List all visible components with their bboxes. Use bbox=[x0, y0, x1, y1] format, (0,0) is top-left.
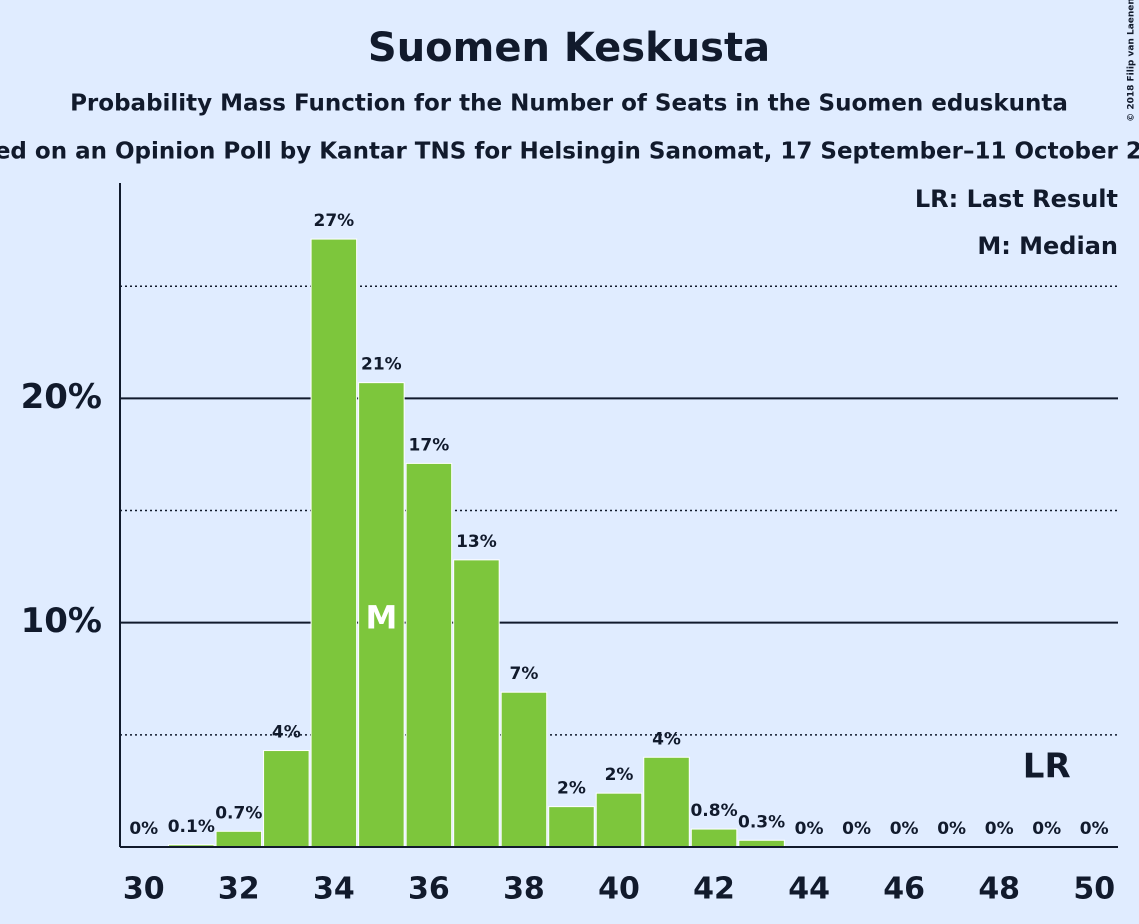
x-tick-label: 40 bbox=[598, 872, 640, 907]
bar bbox=[738, 839, 785, 848]
bar bbox=[690, 828, 738, 848]
x-tick-label: 50 bbox=[1073, 872, 1115, 907]
last-result-marker: LR bbox=[1023, 747, 1071, 787]
chart-subtitle: Based on an Opinion Poll by Kantar TNS f… bbox=[0, 139, 1139, 165]
legend-entry: M: Median bbox=[977, 232, 1118, 260]
data-label: 4% bbox=[652, 729, 681, 749]
data-label: 0.7% bbox=[215, 803, 262, 823]
bar bbox=[405, 462, 453, 848]
y-tick-label: 10% bbox=[21, 601, 102, 641]
x-tick-label: 44 bbox=[788, 872, 830, 907]
bar bbox=[548, 806, 595, 848]
data-label: 4% bbox=[272, 723, 301, 743]
chart-title: Suomen Keskusta bbox=[368, 25, 770, 71]
data-label: 0% bbox=[1080, 819, 1109, 839]
legend-entry: LR: Last Result bbox=[915, 185, 1118, 213]
x-tick-label: 42 bbox=[693, 872, 735, 907]
data-label: 21% bbox=[361, 355, 402, 375]
copyright: © 2018 Filip van Laenen bbox=[1127, 0, 1137, 122]
x-tick-label: 38 bbox=[503, 872, 545, 907]
x-tick-label: 36 bbox=[408, 872, 450, 907]
bar bbox=[310, 238, 358, 848]
data-label: 27% bbox=[314, 211, 355, 231]
x-tick-label: 46 bbox=[883, 872, 925, 907]
bar bbox=[453, 559, 500, 848]
data-label: 0.3% bbox=[738, 812, 785, 832]
data-label: 7% bbox=[510, 664, 539, 684]
data-label: 17% bbox=[409, 435, 450, 455]
data-label: 2% bbox=[605, 765, 634, 785]
data-label: 0% bbox=[1032, 819, 1061, 839]
data-label: 0.8% bbox=[690, 801, 737, 821]
data-label: 0% bbox=[842, 819, 871, 839]
x-tick-label: 34 bbox=[313, 872, 355, 907]
bar bbox=[643, 756, 690, 848]
bar bbox=[500, 691, 548, 848]
data-label: 0.1% bbox=[168, 817, 215, 837]
data-label: 0% bbox=[795, 819, 824, 839]
median-marker: M bbox=[365, 599, 397, 637]
data-label: 13% bbox=[456, 532, 497, 552]
x-tick-label: 30 bbox=[123, 872, 165, 907]
bar bbox=[595, 792, 643, 848]
x-tick-label: 48 bbox=[978, 872, 1020, 907]
data-label: 0% bbox=[890, 819, 919, 839]
x-tick-label: 32 bbox=[218, 872, 260, 907]
y-tick-label: 20% bbox=[21, 377, 102, 417]
data-label: 0% bbox=[129, 819, 158, 839]
bar bbox=[358, 382, 405, 848]
chart-subtitle: Probability Mass Function for the Number… bbox=[70, 91, 1068, 117]
data-label: 0% bbox=[937, 819, 966, 839]
bar bbox=[215, 830, 263, 848]
bar bbox=[263, 750, 310, 848]
data-label: 0% bbox=[985, 819, 1014, 839]
data-label: 2% bbox=[557, 779, 586, 799]
